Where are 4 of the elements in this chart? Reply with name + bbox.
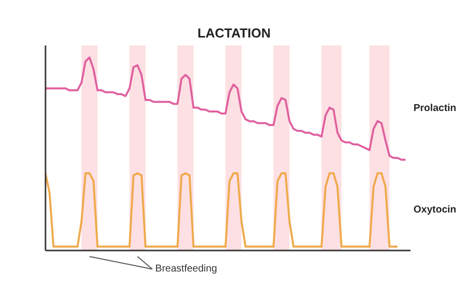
text: Breastfeeding (155, 264, 218, 275)
chart-title: LACTATION (198, 26, 271, 40)
text: Oxytocin (414, 204, 456, 216)
text: Prolactin (414, 103, 456, 114)
